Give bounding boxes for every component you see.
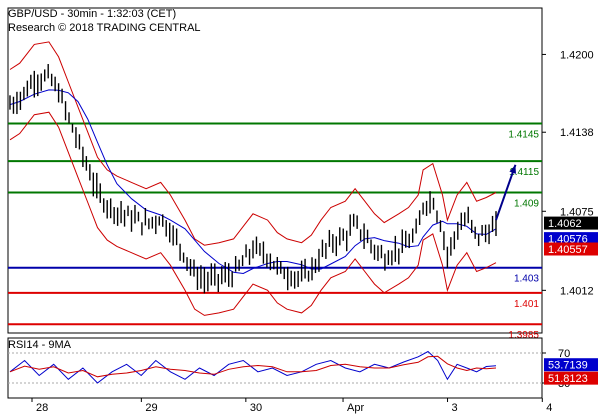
current-price-label: 1.4062 — [548, 218, 582, 230]
main-panel: 1.4200 1.4138 1.4075 1.4012 1.4145 1.4115 1.40… — [7, 7, 598, 341]
chart-subtitle: Research © 2018 TRADING CENTRAL — [8, 22, 201, 34]
rsi-line — [9, 350, 497, 384]
x-tick-label: 28 — [36, 402, 48, 414]
price-tick-label: 1.4138 — [560, 127, 594, 139]
rsi-frame — [7, 337, 543, 399]
x-tick-label: 3 — [452, 402, 458, 414]
forecast-arrowhead — [509, 164, 516, 174]
forecast-arrow — [495, 164, 517, 221]
price-tick-label: 1.4012 — [560, 285, 594, 297]
level-label: 1.4115 — [509, 167, 539, 178]
upper-band — [9, 41, 497, 246]
rsi-value-label: 53.7139 — [548, 360, 588, 372]
chart-title: GBP/USD - 30min - 1:32:03 (CET) — [8, 8, 177, 20]
level-label: 1.4145 — [508, 129, 539, 140]
x-axis: 28 29 30 Apr 3 4 — [31, 398, 552, 414]
price-tick-label: 1.4075 — [560, 206, 594, 218]
current-price-tag — [544, 232, 598, 246]
rsi-tick-label: 70 — [558, 348, 570, 360]
level-label: 1.409 — [514, 198, 539, 209]
level-label: 1.403 — [514, 274, 539, 285]
rsi-title: RSI14 - 9MA — [8, 339, 71, 351]
level-label: 1.3985 — [508, 330, 539, 341]
x-tick-label: 4 — [546, 402, 552, 414]
rsi-value-tag — [544, 371, 598, 385]
rsi-value-tag — [544, 358, 598, 372]
current-price-tag — [544, 242, 598, 256]
main-frame — [7, 7, 543, 334]
level-label: 1.401 — [514, 299, 539, 310]
current-price-tag — [544, 216, 598, 230]
rsi-ma-line — [9, 355, 497, 378]
moving-average — [9, 89, 497, 275]
lower-band — [9, 111, 497, 316]
x-tick-label: 29 — [145, 402, 157, 414]
current-price-label: 1.40557 — [548, 244, 588, 256]
x-tick-label: 30 — [250, 402, 262, 414]
rsi-value-label: 51.8123 — [548, 373, 588, 385]
x-tick-label: Apr — [347, 402, 364, 414]
price-tick-label: 1.4200 — [560, 49, 594, 61]
